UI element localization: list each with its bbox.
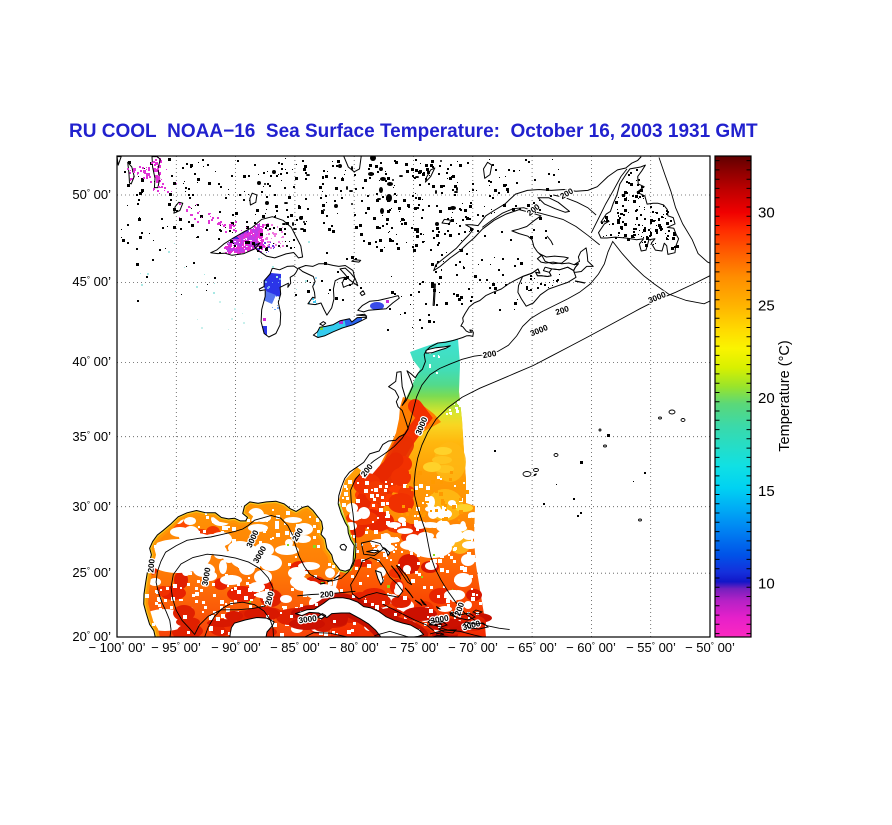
- svg-text:− 85° 00’: − 85° 00’: [270, 640, 320, 655]
- svg-text:20° 00’: 20° 00’: [72, 629, 111, 644]
- svg-text:200: 200: [146, 558, 156, 573]
- svg-text:30° 00’: 30° 00’: [72, 499, 111, 514]
- svg-text:20: 20: [758, 390, 775, 407]
- svg-text:− 100° 00’: − 100° 00’: [88, 640, 145, 655]
- svg-text:− 60° 00’: − 60° 00’: [566, 640, 616, 655]
- svg-text:3000: 3000: [298, 614, 318, 626]
- svg-text:3000: 3000: [201, 566, 213, 586]
- svg-text:− 70° 00’: − 70° 00’: [448, 640, 498, 655]
- svg-text:50° 00’: 50° 00’: [72, 187, 111, 202]
- svg-text:3000: 3000: [430, 613, 450, 625]
- svg-text:− 55° 00’: − 55° 00’: [626, 640, 676, 655]
- svg-text:45° 00’: 45° 00’: [72, 274, 111, 289]
- svg-text:25° 00’: 25° 00’: [72, 565, 111, 580]
- svg-text:200: 200: [263, 590, 275, 606]
- svg-text:200: 200: [146, 558, 156, 573]
- svg-text:40° 00’: 40° 00’: [72, 354, 111, 369]
- svg-text:15: 15: [758, 483, 775, 500]
- svg-text:− 75° 00’: − 75° 00’: [389, 640, 439, 655]
- svg-text:− 95° 00’: − 95° 00’: [151, 640, 201, 655]
- svg-text:− 80° 00’: − 80° 00’: [329, 640, 379, 655]
- svg-text:200: 200: [482, 349, 497, 360]
- svg-text:200: 200: [320, 589, 335, 599]
- svg-text:− 50° 00’: − 50° 00’: [685, 640, 735, 655]
- svg-text:− 65° 00’: − 65° 00’: [507, 640, 557, 655]
- svg-text:3000: 3000: [298, 614, 318, 626]
- svg-text:10: 10: [758, 576, 775, 593]
- svg-text:− 90° 00’: − 90° 00’: [211, 640, 261, 655]
- svg-text:30: 30: [758, 205, 775, 222]
- svg-text:200: 200: [482, 349, 497, 360]
- svg-text:RU COOL NOAA−16 Sea Surface: RU COOL NOAA−16 Sea Surface Temperature:…: [69, 121, 758, 142]
- svg-text:25: 25: [758, 297, 775, 314]
- svg-text:Temperature (°C): Temperature (°C): [777, 340, 793, 451]
- svg-text:200: 200: [320, 589, 335, 599]
- svg-text:35° 00’: 35° 00’: [72, 429, 111, 444]
- svg-text:200: 200: [554, 304, 570, 317]
